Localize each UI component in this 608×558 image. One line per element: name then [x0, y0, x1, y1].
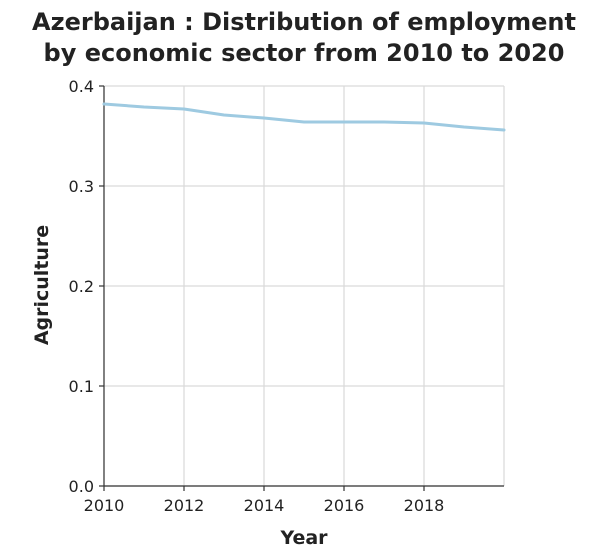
grid	[103, 85, 505, 487]
x-tick-label: 2010	[84, 496, 125, 515]
x-tick-label: 2016	[324, 496, 365, 515]
y-tick-label: 0.1	[69, 377, 94, 396]
x-tick-label: 2014	[244, 496, 285, 515]
x-tick-label: 2012	[164, 496, 205, 515]
y-tick-label: 0.0	[69, 477, 94, 496]
axes	[99, 85, 504, 491]
y-tick-label: 0.4	[69, 77, 94, 96]
y-tick-label: 0.3	[69, 177, 94, 196]
chart-title-line-2: by economic sector from 2010 to 2020	[44, 39, 565, 67]
x-axis-label: Year	[279, 527, 328, 549]
series	[102, 102, 506, 132]
y-tick-label: 0.2	[69, 277, 94, 296]
chart-title-line-1: Azerbaijan : Distribution of employment	[32, 8, 576, 36]
y-axis-label: Agriculture	[31, 225, 53, 345]
x-tick-label: 2018	[404, 496, 445, 515]
series-line	[102, 102, 506, 132]
tick-labels: 0.0 0.1 0.2 0.3 0.4 2010 2012 2014 2016 2018	[69, 77, 445, 515]
